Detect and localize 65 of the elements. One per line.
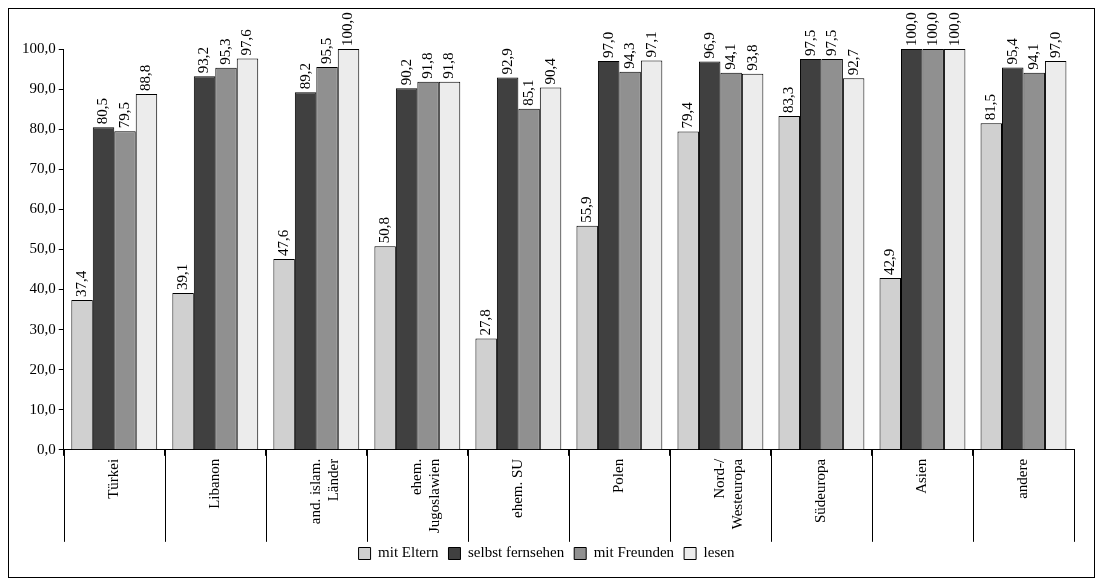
- data-label: 91,8: [440, 52, 457, 79]
- x-tick-label: Südeuropa: [812, 458, 829, 523]
- data-label: 100,0: [945, 12, 962, 46]
- x-tick-label: Türkei: [105, 458, 122, 499]
- x-tick-label: Asien: [913, 458, 930, 494]
- data-label: 92,9: [498, 48, 515, 75]
- y-tick-label: 90,0: [29, 80, 56, 97]
- data-label: 79,4: [679, 101, 696, 129]
- data-label: 90,4: [541, 57, 558, 85]
- data-label: 94,1: [1025, 43, 1042, 70]
- data-label: 95,5: [317, 37, 334, 65]
- data-label: 93,2: [195, 47, 212, 74]
- data-label: 91,8: [419, 52, 436, 79]
- data-label: 39,1: [174, 263, 191, 291]
- data-label: 55,9: [578, 196, 595, 223]
- data-label: 50,8: [376, 216, 393, 244]
- data-label: 97,5: [823, 29, 840, 57]
- data-label: 96,9: [700, 32, 717, 59]
- legend-label: selbst fernsehen: [467, 544, 565, 561]
- data-label: 100,0: [902, 12, 919, 46]
- data-label: 37,4: [73, 270, 89, 297]
- data-label: 100,0: [924, 12, 941, 46]
- data-label: 80,5: [94, 97, 111, 125]
- y-tick-label: 30,0: [29, 320, 56, 337]
- data-label: 97,6: [238, 28, 255, 56]
- data-label: 42,9: [881, 248, 898, 275]
- legend-label: mit Freunden: [593, 544, 675, 561]
- data-label: 88,8: [137, 64, 154, 91]
- y-tick-label: 20,0: [29, 360, 56, 377]
- x-tick-label: and. islam. Länder: [307, 458, 342, 525]
- data-label: 93,8: [743, 44, 760, 71]
- data-label: 27,8: [477, 309, 494, 336]
- y-tick-label: 100,0: [22, 39, 56, 56]
- y-tick-label: 80,0: [29, 120, 56, 137]
- y-tick-label: 40,0: [29, 280, 56, 297]
- data-label: 83,3: [780, 86, 797, 113]
- legend-label: mit Eltern: [378, 544, 439, 561]
- data-label: 95,4: [1003, 37, 1020, 65]
- data-label: 81,5: [982, 93, 999, 121]
- data-label: 94,3: [621, 42, 638, 69]
- x-tick-label: ehem. SU: [509, 458, 526, 519]
- data-label: 89,2: [296, 63, 313, 90]
- data-label: 100,0: [339, 12, 356, 46]
- data-label: 97,0: [1046, 31, 1063, 59]
- data-label: 79,5: [115, 101, 132, 129]
- data-label: 90,2: [397, 59, 414, 86]
- x-tick-label: ehem. Jugoslawien: [408, 458, 443, 534]
- data-label: 97,0: [599, 31, 616, 59]
- x-tick-label: andere: [1014, 458, 1031, 499]
- data-label: 92,7: [844, 48, 861, 76]
- data-label: 97,5: [801, 29, 818, 57]
- y-tick-label: 60,0: [29, 200, 56, 217]
- y-tick-label: 0,0: [37, 440, 56, 457]
- data-label: 95,3: [216, 38, 233, 65]
- y-tick-label: 50,0: [29, 240, 56, 257]
- y-tick-label: 70,0: [29, 160, 56, 177]
- y-tick-label: 10,0: [29, 400, 56, 417]
- x-tick-label: Libanon: [206, 458, 223, 509]
- data-label: 85,1: [520, 79, 537, 106]
- data-label: 97,1: [642, 31, 659, 58]
- data-label: 47,6: [275, 229, 292, 257]
- data-label: 94,1: [722, 43, 739, 70]
- x-tick-label: Polen: [610, 458, 627, 494]
- x-tick-label: Nord-/ Westeuropa: [711, 458, 746, 530]
- legend-label: lesen: [703, 544, 735, 561]
